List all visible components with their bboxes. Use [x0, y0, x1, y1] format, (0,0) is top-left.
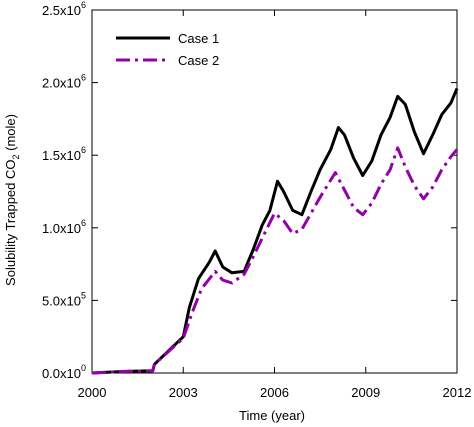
legend: Case 1 Case 2 — [116, 31, 219, 68]
y-tick-label-exponent: 6 — [81, 0, 86, 10]
y-tick-label-exponent: 6 — [81, 218, 86, 228]
y-tick-label: 1.0x106 — [42, 218, 86, 236]
series-group — [91, 87, 459, 375]
x-tick-label: 2012 — [443, 385, 472, 400]
y-tick-label: 0.0x100 — [42, 363, 86, 381]
x-tick-label: 2000 — [78, 385, 107, 400]
y-tick-label-exponent: 6 — [81, 73, 86, 83]
y-tick-label: 2.0x106 — [42, 73, 86, 91]
legend-label-1: Case 1 — [178, 31, 219, 46]
y-tick-label-mantissa: 0.0x10 — [42, 366, 81, 381]
y-tick-label-mantissa: 2.0x10 — [42, 76, 81, 91]
y-axis-label-prefix: Solubility Trapped CO — [3, 160, 18, 286]
x-tick-label: 2003 — [169, 385, 198, 400]
y-tick-label: 5.0x105 — [42, 290, 86, 308]
y-tick-label-exponent: 5 — [81, 290, 86, 300]
y-tick-label-mantissa: 1.5x10 — [42, 148, 81, 163]
y-tick-label: 2.5x106 — [42, 0, 86, 18]
y-tick-label: 1.5x106 — [42, 145, 86, 163]
y-axis-label: Solubility Trapped CO2 (mole) — [3, 114, 21, 286]
x-tick-label: 2009 — [351, 385, 380, 400]
y-tick-label-mantissa: 1.0x10 — [42, 221, 81, 236]
series-line-1 — [91, 87, 459, 375]
y-tick-label-mantissa: 5.0x10 — [42, 293, 81, 308]
series-line-2 — [91, 146, 459, 375]
x-tick-label: 2006 — [260, 385, 289, 400]
y-tick-label-exponent: 6 — [81, 145, 86, 155]
axes: 2000 2003 2006 2009 2012 0.0x100 5.0x105 1.0x10… — [42, 0, 472, 400]
y-axis-label-subscript: 2 — [11, 154, 21, 159]
y-tick-label-mantissa: 2.5x10 — [42, 3, 81, 18]
legend-label-2: Case 2 — [178, 53, 219, 68]
x-axis-label: Time (year) — [239, 408, 305, 423]
y-axis-label-suffix: (mole) — [3, 114, 18, 154]
y-tick-label-exponent: 0 — [81, 363, 86, 373]
